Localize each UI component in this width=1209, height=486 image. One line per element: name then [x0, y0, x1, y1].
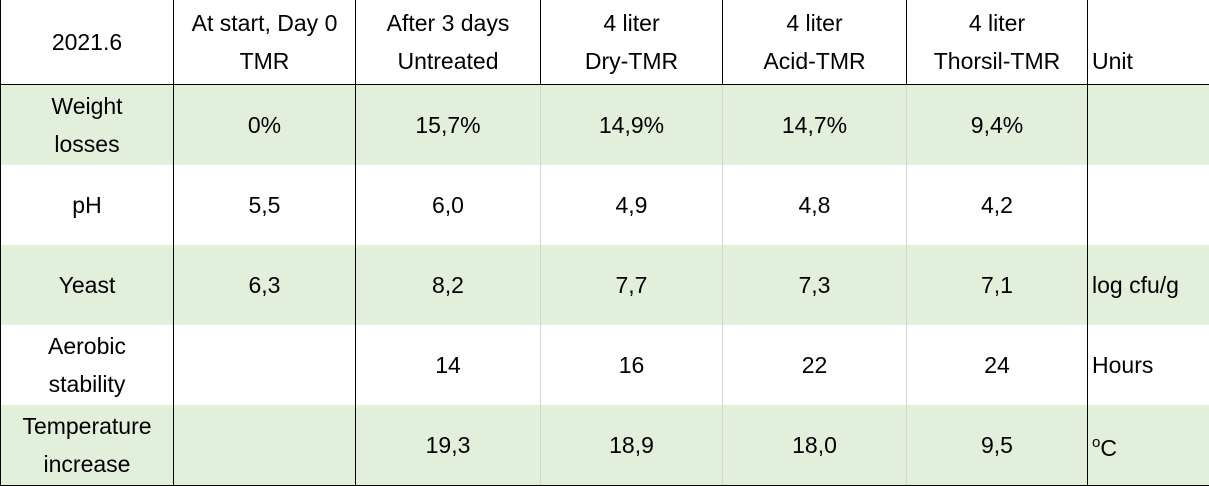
row-label-line2: stability [1, 365, 173, 403]
table-cell: 0% [174, 85, 356, 166]
table-cell: 8,2 [356, 245, 541, 325]
table-cell: 19,3 [356, 405, 541, 486]
table-cell: 9,5 [907, 405, 1088, 486]
table-cell: 14,9% [541, 85, 723, 166]
table-row: Temperature increase 19,3 18,9 18,0 9,5 … [1, 405, 1209, 486]
table-cell: 6,3 [174, 245, 356, 325]
unit-cell: Hours [1088, 325, 1209, 405]
table-cell: 16 [541, 325, 723, 405]
header-cell-year: 2021.6 [1, 0, 174, 85]
row-label: Yeast [1, 245, 174, 325]
unit-text: C [1100, 435, 1117, 461]
unit-cell: oC [1088, 405, 1209, 486]
row-label-line1: Yeast [1, 266, 173, 304]
row-label: Aerobic stability [1, 325, 174, 405]
row-label-line1: Weight [1, 87, 173, 125]
table-cell: 7,1 [907, 245, 1088, 325]
row-label-line1: pH [1, 186, 173, 224]
header-cell-thorsil: 4 liter Thorsil-TMR [907, 0, 1088, 85]
table-cell [174, 405, 356, 486]
header-line1: 4 liter [907, 4, 1087, 42]
table-cell: 4,9 [541, 165, 723, 245]
table-row: Yeast 6,3 8,2 7,7 7,3 7,1 log cfu/g [1, 245, 1209, 325]
header-line1: 4 liter [541, 4, 722, 42]
table-cell: 18,0 [723, 405, 907, 486]
table-row: Weight losses 0% 15,7% 14,9% 14,7% 9,4% [1, 85, 1209, 166]
table-cell: 14,7% [723, 85, 907, 166]
header-line2: Thorsil-TMR [907, 42, 1087, 80]
table-cell: 24 [907, 325, 1088, 405]
header-line2: Dry-TMR [541, 42, 722, 80]
row-label: Weight losses [1, 85, 174, 166]
row-label: pH [1, 165, 174, 245]
table-cell: 6,0 [356, 165, 541, 245]
header-cell-start: At start, Day 0 TMR [174, 0, 356, 85]
table-cell: 14 [356, 325, 541, 405]
header-line2: Acid-TMR [723, 42, 906, 80]
table-cell: 18,9 [541, 405, 723, 486]
row-label-line1: Temperature [1, 407, 173, 445]
header-line1: 2021.6 [1, 23, 173, 61]
table-cell: 5,5 [174, 165, 356, 245]
header-line2: TMR [174, 42, 355, 80]
row-label-line1: Aerobic [1, 327, 173, 365]
header-line2: Untreated [356, 42, 540, 80]
row-label-line2: increase [1, 445, 173, 483]
unit-cell [1088, 165, 1209, 245]
header-cell-untreated: After 3 days Untreated [356, 0, 541, 85]
table-cell: 7,3 [723, 245, 907, 325]
header-line1: After 3 days [356, 4, 540, 42]
table-row: Aerobic stability 14 16 22 24 Hours [1, 325, 1209, 405]
header-cell-acid: 4 liter Acid-TMR [723, 0, 907, 85]
header-cell-dry: 4 liter Dry-TMR [541, 0, 723, 85]
header-line1: At start, Day 0 [174, 4, 355, 42]
table-row: pH 5,5 6,0 4,9 4,8 4,2 [1, 165, 1209, 245]
table-cell: 4,2 [907, 165, 1088, 245]
row-label: Temperature increase [1, 405, 174, 486]
header-cell-unit: Unit [1088, 0, 1209, 85]
table-cell: 9,4% [907, 85, 1088, 166]
unit-cell: log cfu/g [1088, 245, 1209, 325]
unit-cell [1088, 85, 1209, 166]
table-cell: 22 [723, 325, 907, 405]
row-label-line2: losses [1, 125, 173, 163]
table-cell [174, 325, 356, 405]
table-cell: 7,7 [541, 245, 723, 325]
header-row: 2021.6 At start, Day 0 TMR After 3 days … [1, 0, 1209, 85]
table-cell: 15,7% [356, 85, 541, 166]
header-line2: Unit [1092, 42, 1209, 80]
table-cell: 4,8 [723, 165, 907, 245]
header-line1: 4 liter [723, 4, 906, 42]
